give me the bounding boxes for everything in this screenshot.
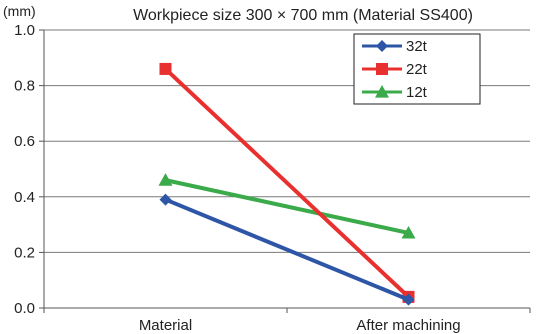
- x-tick-label: After machining: [356, 317, 460, 334]
- legend: 32t 22t 12t: [353, 33, 481, 105]
- x-tick-labels: Material After machining: [139, 317, 461, 334]
- axes: [39, 29, 531, 313]
- y-tick-label: 0.0: [14, 300, 35, 317]
- legend-label: 32t: [406, 38, 428, 55]
- x-tick-label: Material: [139, 317, 192, 334]
- chart-title: Workpiece size 300 × 700 mm (Material SS…: [133, 7, 473, 24]
- y-tick-label: 0.4: [14, 189, 35, 206]
- y-tick-label: 0.2: [14, 244, 35, 261]
- data-point-12t: [158, 173, 173, 186]
- y-tick-label: 0.6: [14, 133, 35, 150]
- y-tick-label: 0.8: [14, 78, 35, 95]
- series-line-32t: [164, 197, 410, 302]
- series-lines: [158, 62, 416, 306]
- data-point-22t: [159, 62, 172, 75]
- y-axis-unit: (mm): [3, 3, 36, 19]
- data-point-12t: [401, 225, 416, 239]
- y-tick-label: 1.0: [14, 22, 35, 39]
- series-line-12t: [165, 178, 409, 235]
- data-point-32t: [402, 293, 415, 306]
- legend-marker-22t: [376, 63, 388, 75]
- series-line-22t: [164, 67, 410, 299]
- y-tick-labels: 0.0 0.2 0.4 0.6 0.8 1.0: [14, 22, 35, 317]
- legend-marker-32t: [376, 40, 388, 52]
- legend-marker-12t: [375, 85, 389, 98]
- data-point-32t: [159, 193, 172, 206]
- legend-label: 12t: [406, 84, 428, 101]
- legend-label: 22t: [406, 61, 428, 78]
